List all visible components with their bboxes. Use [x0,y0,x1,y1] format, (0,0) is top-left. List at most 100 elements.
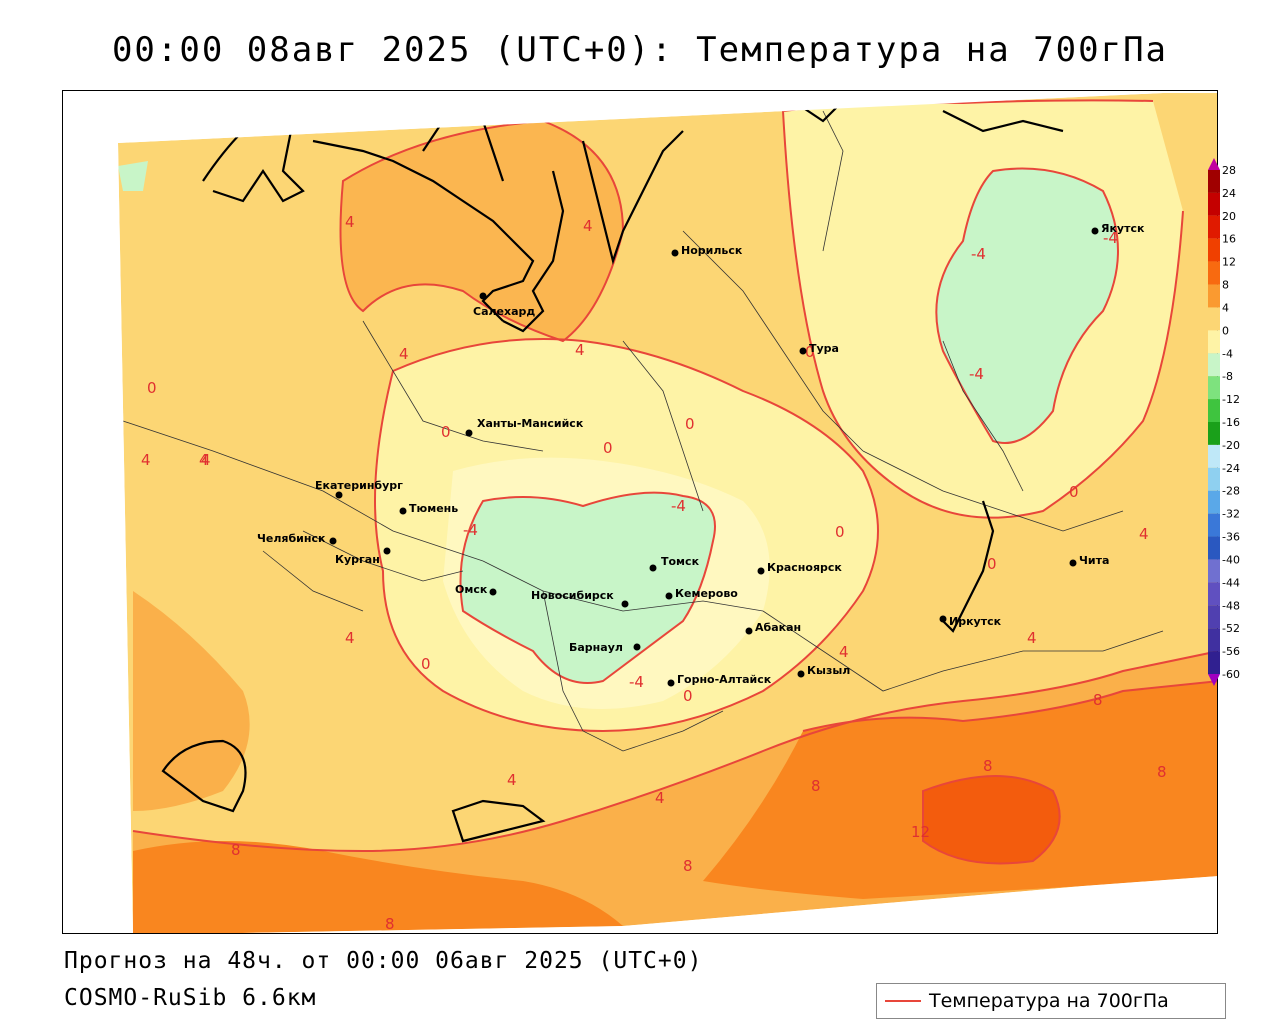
iso-label: 0 [685,415,695,433]
colorbar-cell [1208,651,1220,674]
iso-label: 0 [603,439,613,457]
legend-label: Температура на 700гПа [929,990,1169,1012]
colorbar-tick-label: -52 [1222,622,1240,635]
city-tomsk[interactable]: Томск [649,555,700,572]
iso-label: -4 [671,497,686,515]
temp-zone-north [340,121,623,341]
svg-text:Новосибирск: Новосибирск [531,589,614,602]
colorbar-tick-label: -32 [1222,508,1240,521]
colorbar-cell [1208,353,1220,377]
colorbar-tick-label: -48 [1222,599,1240,612]
iso-label: 0 [441,423,451,441]
colorbar-cell [1208,238,1220,262]
outside-domain-bottom [241,876,1217,933]
colorbar-top-arrow [1208,158,1220,170]
outside-domain-top [118,91,1163,143]
colorbar-tick-label: -12 [1222,393,1240,406]
colorbar-tick-label: -4 [1222,347,1233,360]
iso-label: -4 [463,521,478,539]
iso-label: 0 [1069,483,1079,501]
region-borders [122,110,1164,752]
colorbar-tick-label: 20 [1222,210,1236,223]
iso-label: 4 [345,213,355,231]
colorbar-cell [1208,215,1220,239]
iso-label: 4 [839,643,849,661]
svg-text:Челябинск: Челябинск [257,532,326,545]
colorbar-cell [1208,467,1220,491]
city-norilsk[interactable]: Норильск [671,244,743,257]
iso-label: 0 [835,523,845,541]
iso-label: 8 [231,841,241,859]
iso-label: 4 [345,629,355,647]
colorbar-tick-label: -28 [1222,485,1240,498]
iso-label: -4 [969,365,984,383]
city-kyzyl[interactable]: Кызыл [797,664,851,678]
city-yakutsk[interactable]: Якутск [1091,222,1146,235]
iso-label: 12 [911,823,930,841]
outside-domain-left [63,91,133,933]
colorbar-tick-label: -16 [1222,416,1240,429]
svg-text:Екатеринбург: Екатеринбург [315,479,403,492]
svg-text:Омск: Омск [455,583,488,596]
city-tura[interactable]: Тура [799,342,839,355]
city-tyumen[interactable]: Тюмень [399,502,459,515]
colorbar-cell [1208,559,1220,583]
colorbar-cell [1208,376,1220,400]
svg-text:Тюмень: Тюмень [409,502,458,515]
svg-text:Салехард: Салехард [473,305,535,318]
iso-label: 4 [399,345,409,363]
city-abakan[interactable]: Абакан [745,621,802,635]
colorbar-tick-label: -20 [1222,439,1240,452]
city-omsk[interactable]: Омск [455,583,497,596]
iso-label: 4 [575,341,585,359]
iso-label: 4 [507,771,517,789]
city-barnaul[interactable]: Барнаул [569,641,641,654]
iso-label: 4 [201,451,211,469]
city-chita[interactable]: Чита [1069,554,1110,567]
temp-zone-neg4-east [935,167,1119,444]
legend-line-swatch [885,1000,921,1002]
colorbar-tick-label: 28 [1222,164,1236,177]
forecast-info: Прогноз на 48ч. от 00:00 06авг 2025 (UTC… [64,948,703,974]
colorbar-tick-label: 24 [1222,187,1236,200]
iso-label: 8 [1157,763,1167,781]
svg-text:Красноярск: Красноярск [767,561,842,574]
svg-text:Иркутск: Иркутск [949,615,1002,628]
city-kemerovo[interactable]: Кемерово [665,587,739,600]
colorbar-tick-label: 8 [1222,279,1229,292]
iso-label: 4 [1139,525,1149,543]
map-panel[interactable]: 4 4 4 4 0 4 0 0 0 -4 -4 -4 -4 -4 -4 0 0 … [62,90,1218,934]
city-khanty-mansiysk[interactable]: Ханты-Мансийск [465,417,584,437]
iso-label: 4 [655,789,665,807]
city-novosibirsk[interactable]: Новосибирск [531,589,629,608]
colorbar: 28 24 20 16 12 8 4 0 -4 -8 -12 -16 -20 -24 -28 -32 -36 -4… [1208,158,1240,686]
iso-label: 0 [805,343,815,361]
coastline [82,99,1064,843]
iso-label: 0 [683,687,693,705]
svg-text:Тура: Тура [809,342,839,355]
city-chelyabinsk[interactable]: Челябинск [257,532,337,545]
colorbar-tick-label: 12 [1222,256,1236,269]
colorbar-cell [1208,628,1220,652]
colorbar-tick-label: 16 [1222,233,1236,246]
iso-label: 8 [811,777,821,795]
chart-title: 00:00 08авг 2025 (UTC+0): Температура на… [111,30,1169,70]
city-gorno-altaysk[interactable]: Горно-Алтайск [667,673,772,687]
colorbar-tick-label: -24 [1222,462,1240,475]
colorbar-cell [1208,605,1220,629]
colorbar-tick-label: -56 [1222,645,1240,658]
colorbar-tick-label: 0 [1222,324,1229,337]
svg-text:Кемерово: Кемерово [675,587,738,600]
city-yekaterinburg[interactable]: Екатеринбург [315,479,403,499]
iso-label: -4 [971,245,986,263]
colorbar-tick-label: 4 [1222,301,1229,314]
city-irkutsk[interactable]: Иркутск [939,615,1002,628]
cities: Норильск Салехард Тура Якутск Ханты-Манс… [257,222,1145,687]
svg-text:Томск: Томск [661,555,700,568]
colorbar-bottom-arrow [1208,674,1220,686]
iso-label: -4 [629,673,644,691]
city-salekhard[interactable]: Салехард [473,292,535,319]
city-krasnoyarsk[interactable]: Красноярск [757,561,843,575]
svg-text:Ханты-Мансийск: Ханты-Мансийск [477,417,584,430]
city-kurgan[interactable]: Курган [335,547,391,567]
